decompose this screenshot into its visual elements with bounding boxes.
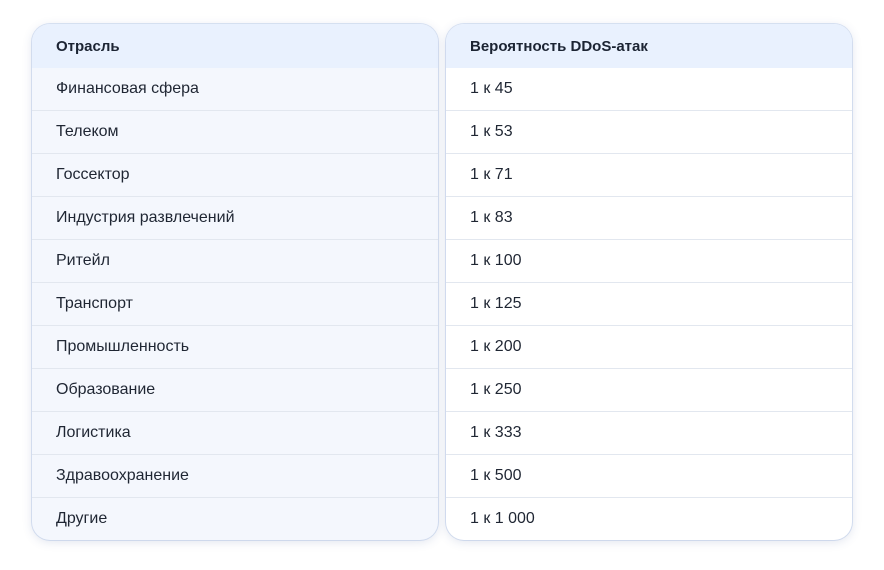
industry-rows: Финансовая сфера Телеком Госсектор Индус… (32, 68, 438, 540)
probability-cell: 1 к 125 (446, 282, 852, 325)
industry-cell: Финансовая сфера (56, 80, 199, 97)
probability-cell: 1 к 250 (446, 368, 852, 411)
probability-cell: 1 к 45 (470, 80, 513, 97)
probability-rows: 1 к 45 1 к 53 1 к 71 1 к 83 1 к 100 1 к … (446, 68, 852, 540)
probability-header: Вероятность DDoS-атак (446, 24, 852, 68)
industry-cell: Образование (32, 368, 438, 411)
industry-cell: Госсектор (32, 153, 438, 196)
industry-column: Отрасль Финансовая сфера Телеком Госсект… (32, 24, 438, 540)
industry-cell: Промышленность (32, 325, 438, 368)
probability-cell: 1 к 333 (446, 411, 852, 454)
industry-cell: Другие (32, 497, 438, 540)
industry-header: Отрасль (32, 24, 438, 68)
probability-cell: 1 к 500 (446, 454, 852, 497)
probability-cell: 1 к 100 (446, 239, 852, 282)
industry-cell: Ритейл (32, 239, 438, 282)
probability-cell: 1 к 71 (446, 153, 852, 196)
probability-cell: 1 к 53 (446, 110, 852, 153)
industry-cell: Транспорт (32, 282, 438, 325)
probability-cell: 1 к 83 (446, 196, 852, 239)
industry-cell: Телеком (32, 110, 438, 153)
probability-cell: 1 к 200 (446, 325, 852, 368)
ddos-probability-table: Отрасль Финансовая сфера Телеком Госсект… (32, 24, 852, 540)
industry-cell: Здравоохранение (32, 454, 438, 497)
industry-cell: Логистика (32, 411, 438, 454)
industry-cell: Индустрия развлечений (32, 196, 438, 239)
probability-column: Вероятность DDoS-атак 1 к 45 1 к 53 1 к … (446, 24, 852, 540)
probability-cell: 1 к 1 000 (446, 497, 852, 540)
